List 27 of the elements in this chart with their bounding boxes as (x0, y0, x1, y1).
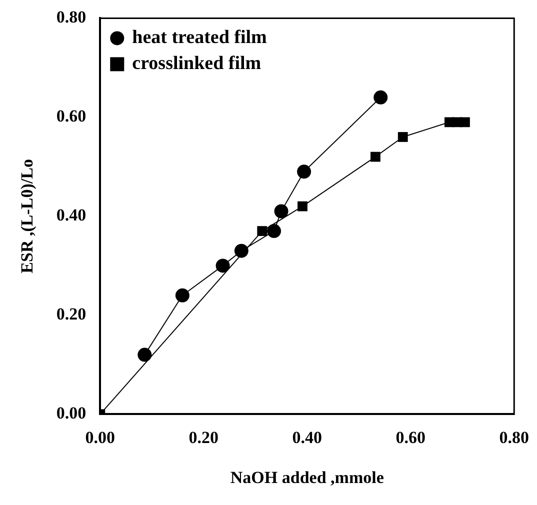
x-tick-label: 0.60 (396, 428, 426, 447)
point (298, 201, 308, 212)
point (370, 152, 380, 162)
point (374, 90, 388, 104)
y-tick-label: 0.60 (56, 106, 86, 126)
y-axis-title: ESR ,(L-L0)/Lo (18, 159, 37, 274)
x-tick-label: 0.80 (499, 428, 529, 447)
legend-label: heat treated film (132, 27, 268, 48)
y-tick-label: 0.20 (56, 304, 86, 324)
point (297, 164, 312, 179)
x-tick-label: 0.00 (85, 428, 116, 447)
point (267, 224, 282, 238)
point (216, 258, 230, 273)
point (274, 204, 288, 218)
y-tick-label: 0.00 (56, 404, 86, 423)
y-tick-label: 0.40 (56, 206, 86, 225)
x-tick-label: 0.20 (188, 428, 219, 447)
y-tick-label: 0.80 (56, 8, 86, 27)
point (138, 348, 152, 362)
x-axis-title: NaOH added ,mmole (230, 468, 384, 488)
point (398, 132, 408, 142)
point (257, 226, 268, 236)
point (234, 244, 248, 258)
point (460, 117, 470, 128)
legend-label: crosslinked film (132, 53, 262, 74)
x-tick-label: 0.40 (292, 428, 322, 447)
point (175, 288, 190, 302)
